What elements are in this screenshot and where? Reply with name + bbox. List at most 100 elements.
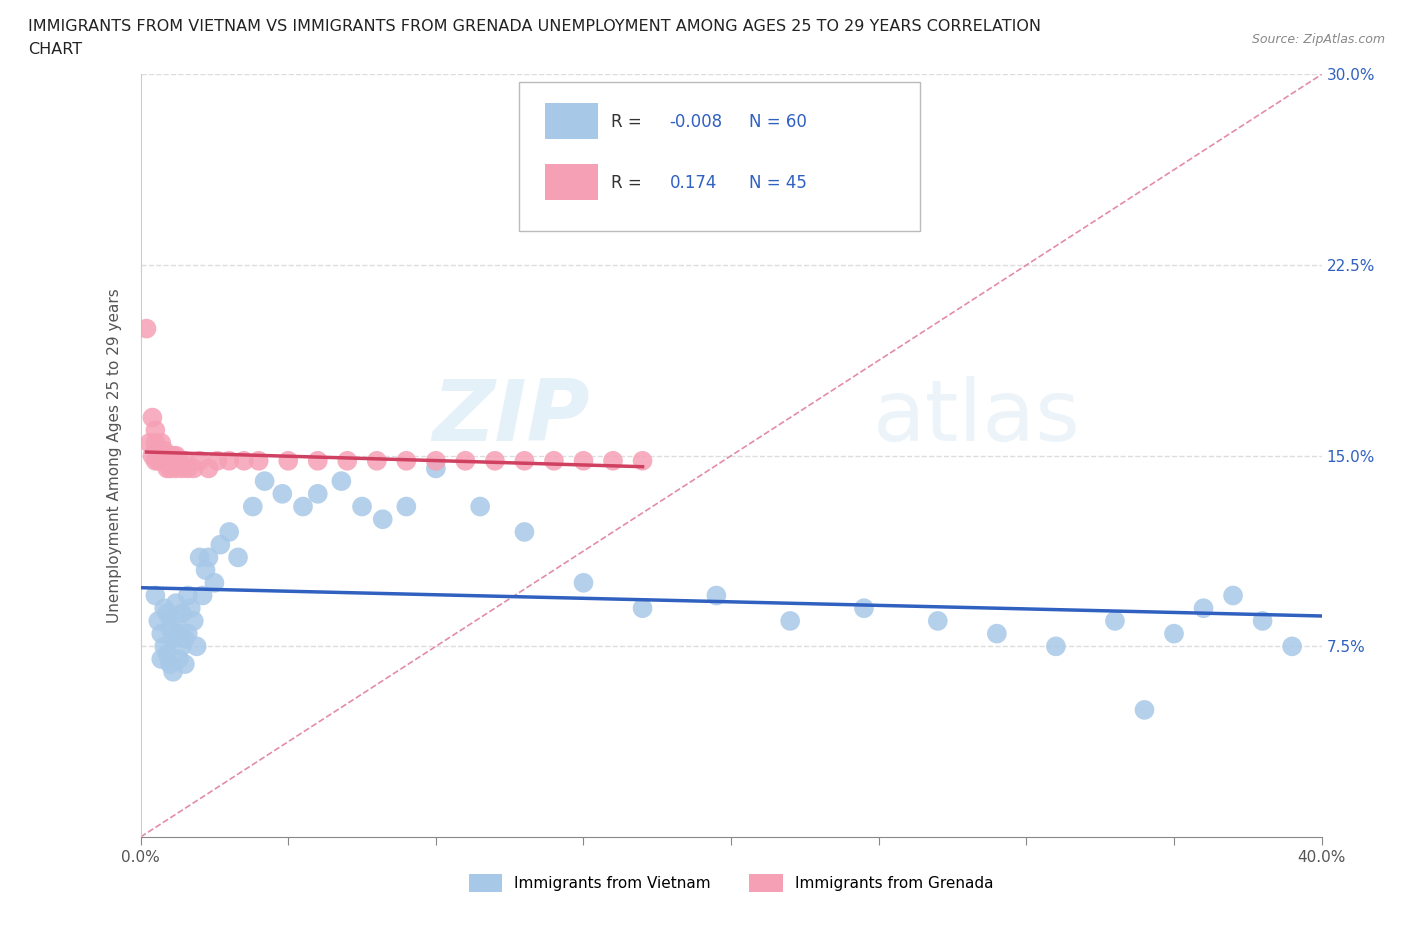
Point — [159, 621, 181, 636]
Point — [336, 453, 359, 468]
Point — [167, 652, 190, 667]
Point — [150, 435, 173, 450]
Point — [366, 453, 388, 468]
Bar — [544, 164, 598, 200]
Point — [927, 614, 949, 629]
Point — [197, 550, 219, 565]
Point — [207, 453, 229, 468]
Point — [159, 453, 181, 468]
Point — [150, 626, 173, 641]
Point — [148, 444, 170, 458]
Point — [1222, 588, 1244, 603]
Point — [162, 448, 184, 463]
Point — [145, 588, 166, 603]
Point — [704, 588, 728, 603]
Point — [141, 448, 163, 463]
Point — [165, 461, 187, 476]
Point — [188, 550, 211, 565]
Point — [247, 453, 270, 468]
Point — [153, 639, 176, 654]
Point — [1192, 601, 1215, 616]
Y-axis label: Unemployment Among Ages 25 to 29 years: Unemployment Among Ages 25 to 29 years — [107, 288, 122, 623]
Point — [218, 453, 240, 468]
Point — [218, 525, 240, 539]
Point — [277, 453, 299, 468]
Point — [145, 423, 166, 438]
Point — [165, 596, 187, 611]
Point — [470, 499, 492, 514]
Point — [513, 525, 536, 539]
Point — [1104, 614, 1126, 629]
Point — [145, 435, 166, 450]
Legend: Immigrants from Vietnam, Immigrants from Grenada: Immigrants from Vietnam, Immigrants from… — [463, 868, 1000, 898]
Point — [1163, 626, 1185, 641]
Point — [183, 614, 205, 629]
Point — [543, 453, 565, 468]
Point — [307, 486, 329, 501]
Point — [1133, 702, 1156, 717]
Point — [177, 626, 200, 641]
Point — [150, 453, 173, 468]
Point — [159, 657, 181, 671]
Point — [148, 614, 170, 629]
Point — [162, 631, 184, 646]
Point — [153, 601, 176, 616]
Point — [167, 453, 190, 468]
Point — [352, 499, 374, 514]
Point — [156, 453, 179, 468]
Text: CHART: CHART — [28, 42, 82, 57]
Point — [986, 626, 1008, 641]
Point — [454, 453, 477, 468]
Point — [156, 605, 179, 620]
Point — [141, 410, 163, 425]
Point — [602, 453, 624, 468]
Point — [513, 453, 536, 468]
Point — [138, 435, 160, 450]
Point — [186, 639, 208, 654]
Text: atlas: atlas — [873, 376, 1081, 459]
Point — [425, 461, 447, 476]
Text: N = 60: N = 60 — [749, 113, 807, 131]
Point — [572, 453, 595, 468]
Point — [162, 453, 184, 468]
Point — [395, 499, 418, 514]
Point — [188, 453, 211, 468]
Point — [174, 453, 197, 468]
Point — [174, 631, 197, 646]
Point — [165, 614, 187, 629]
Point — [202, 576, 225, 591]
Point — [1045, 639, 1067, 654]
Point — [135, 321, 157, 336]
Text: 0.174: 0.174 — [669, 174, 717, 192]
Point — [484, 453, 506, 468]
Bar — [544, 102, 598, 140]
Point — [159, 461, 181, 476]
Point — [779, 614, 801, 629]
Text: R =: R = — [610, 174, 652, 192]
Point — [631, 453, 654, 468]
FancyBboxPatch shape — [519, 82, 920, 231]
Point — [148, 453, 170, 468]
Point — [174, 657, 197, 671]
Point — [1281, 639, 1303, 654]
Point — [170, 461, 193, 476]
Point — [209, 538, 232, 552]
Point — [242, 499, 264, 514]
Point — [1251, 614, 1274, 629]
Point — [307, 453, 329, 468]
Point — [292, 499, 315, 514]
Text: R =: R = — [610, 113, 647, 131]
Point — [180, 601, 202, 616]
Point — [167, 626, 190, 641]
Text: ZIP: ZIP — [432, 376, 589, 459]
Point — [395, 453, 418, 468]
Point — [852, 601, 875, 616]
Point — [191, 588, 214, 603]
Text: Source: ZipAtlas.com: Source: ZipAtlas.com — [1251, 33, 1385, 46]
Point — [371, 512, 394, 526]
Point — [183, 461, 205, 476]
Point — [271, 486, 294, 501]
Point — [170, 639, 193, 654]
Point — [330, 473, 353, 488]
Point — [150, 652, 173, 667]
